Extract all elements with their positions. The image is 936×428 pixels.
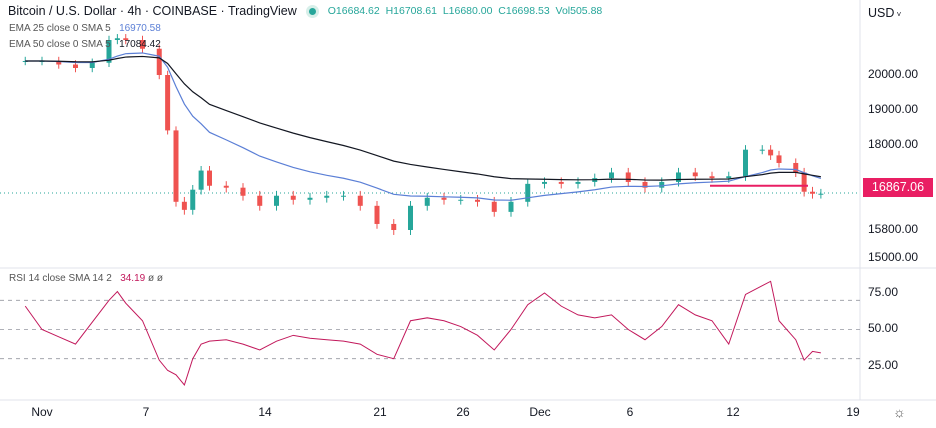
candle [140,40,145,49]
rsi-label: RSI 14 close SMA 14 2 [9,273,112,284]
candle [659,181,665,188]
ohlc-readout: O16684.62 H16708.61 L16680.00 C16698.53 … [328,5,602,17]
market-status-icon [308,7,316,15]
candle [525,183,531,202]
candle [324,195,330,198]
rsi-legend[interactable]: RSI 14 close SMA 14 2 34.19 ø ø [9,273,163,284]
candle [625,172,631,182]
candle [692,172,698,177]
candle [408,205,413,230]
currency-label: USD [868,6,895,20]
candle [207,170,212,186]
rsi-extra-2: ø [156,273,163,284]
candle [223,185,229,188]
ema25-legend[interactable]: EMA 25 close 0 SMA 5 16970.58 [9,23,161,34]
settings-gear-icon[interactable]: ☼ [893,404,906,420]
candle [198,170,204,190]
chart-title: Bitcoin / U.S. Dollar · 4h · COINBASE · … [8,4,297,18]
rsi-line [24,280,821,387]
candle [165,75,171,131]
currency-dropdown[interactable]: USD ˅ [868,6,901,20]
x-tick: 26 [456,405,470,419]
candle [357,195,363,206]
x-tick: 7 [142,405,150,419]
candle [575,181,581,184]
candle [290,195,296,200]
candle [341,195,346,197]
candle [776,155,782,163]
x-tick: 12 [726,405,740,419]
chart-header: Bitcoin / U.S. Dollar · 4h · COINBASE · … [8,4,602,18]
ema50-legend[interactable]: EMA 50 close 0 SMA 5 17084.42 [9,39,161,50]
candle [274,195,279,206]
candle [818,193,824,195]
chevron-down-icon: ˅ [894,10,902,19]
y-tick: 15000.00 [868,250,919,264]
x-tick: 21 [373,405,387,419]
ohlc-high: H16708.61 [385,5,437,17]
y-tick: 19000.00 [868,102,919,116]
candle [759,149,765,151]
x-tick: Dec [529,405,551,419]
candle [56,61,62,65]
x-tick: 14 [258,405,272,419]
candle [441,197,447,200]
rsi-tick: 50.00 [868,321,899,335]
candle [173,130,179,202]
x-tick: Nov [31,405,53,419]
ohlc-open: O16684.62 [327,5,380,17]
rsi-value: 34.19 [120,273,146,284]
ema50-label: EMA 50 close 0 SMA 5 [9,39,111,50]
candle [374,205,380,224]
candle [391,223,397,230]
ema25-line [25,52,822,201]
volume: Vol505.88 [555,5,603,17]
candle [508,201,514,212]
y-tick: 18000.00 [868,137,919,151]
candle [307,197,313,200]
y-tick: 15800.00 [868,222,919,236]
candle [257,195,263,206]
candle [424,197,430,206]
ohlc-close: C16698.53 [498,5,550,17]
candle [726,176,732,179]
candle [475,199,480,202]
ema50-line [25,55,821,181]
candle [240,187,246,196]
candle [801,172,807,192]
candle [89,62,95,68]
candle [190,189,196,210]
rsi-tick: 75.00 [868,285,899,299]
candle [810,191,815,194]
candle [743,149,748,177]
candle [768,149,774,156]
candle [793,162,799,173]
candle [491,201,497,212]
candle [156,48,162,75]
candle [642,181,648,188]
rsi-extra-1: ø [148,273,155,284]
rsi-tick: 25.00 [868,358,899,372]
ema50-value: 17084.42 [119,39,161,50]
candle [709,176,715,179]
ema25-value: 16970.58 [119,23,161,34]
x-tick: 6 [626,405,634,419]
candle [123,38,129,40]
candle [542,181,547,184]
candle [73,64,78,68]
candle [609,172,614,179]
candle [106,40,112,63]
candle [676,172,681,182]
x-tick: 19 [846,405,860,419]
candle [114,38,120,40]
last-price-label: 16867.06 [863,178,933,197]
candle [458,199,464,201]
ohlc-low: L16680.00 [442,5,493,17]
candle [558,181,564,184]
y-tick: 20000.00 [868,67,919,81]
candle [181,201,187,210]
ema25-label: EMA 25 close 0 SMA 5 [9,23,111,34]
